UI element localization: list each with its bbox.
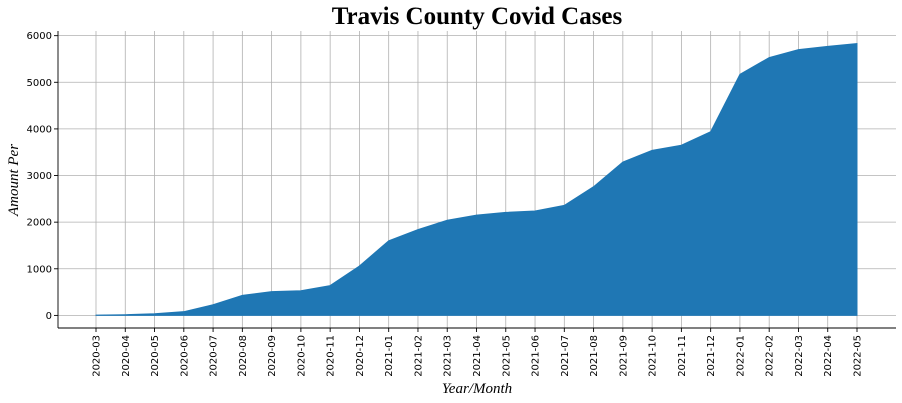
x-tick-label: 2021-12 xyxy=(706,335,717,377)
x-tick-label: 2022-01 xyxy=(735,335,746,377)
axes xyxy=(57,31,896,329)
y-tick-labels: 0 1000 2000 3000 4000 5000 6000 xyxy=(27,31,58,322)
x-tick-label: 2020-09 xyxy=(267,335,278,377)
x-tick-label: 2020-04 xyxy=(121,335,132,377)
y-tick-label: 1000 xyxy=(27,264,52,275)
x-tick-label: 2022-04 xyxy=(823,335,834,377)
y-tick-label: 0 xyxy=(46,311,52,322)
x-tick-label: 2021-11 xyxy=(677,335,688,377)
y-tick-label: 5000 xyxy=(27,78,52,89)
x-tick-label: 2020-07 xyxy=(209,335,220,377)
y-axis-label: Amount Per xyxy=(6,144,22,217)
x-tick-label: 2022-02 xyxy=(765,335,776,377)
x-tick-label: 2020-06 xyxy=(179,335,190,377)
x-tick-label: 2021-03 xyxy=(443,335,454,377)
x-tick-label: 2021-04 xyxy=(472,335,483,377)
x-tick-label: 2020-12 xyxy=(355,335,366,377)
x-tick-label: 2021-01 xyxy=(384,335,395,377)
x-tick-label: 2020-11 xyxy=(326,335,337,377)
x-tick-label: 2021-05 xyxy=(501,335,512,377)
chart-title: Travis County Covid Cases xyxy=(332,3,623,30)
x-tick-label: 2021-07 xyxy=(560,335,571,377)
y-tick-label: 2000 xyxy=(27,218,52,229)
x-tick-label: 2020-08 xyxy=(238,335,249,377)
x-tick-label: 2021-10 xyxy=(648,335,659,377)
x-tick-label: 2022-05 xyxy=(853,335,864,377)
x-tick-label: 2021-09 xyxy=(618,335,629,377)
x-tick-label: 2020-05 xyxy=(150,335,161,377)
x-axis-label: Year/Month xyxy=(442,381,512,397)
x-tick-label: 2020-03 xyxy=(92,335,103,377)
x-tick-label: 2020-10 xyxy=(296,335,307,377)
x-tick-label: 2021-08 xyxy=(589,335,600,377)
x-tick-label: 2022-03 xyxy=(794,335,805,377)
x-tick-label: 2021-06 xyxy=(531,335,542,377)
area-series xyxy=(95,43,858,316)
y-tick-label: 6000 xyxy=(27,31,52,42)
x-tick-label: 2021-02 xyxy=(413,335,424,377)
x-tick-labels: 2020-03 2020-04 2020-05 2020-06 2020-07 2020-… xyxy=(92,328,864,377)
y-tick-label: 4000 xyxy=(27,124,52,135)
y-tick-label: 3000 xyxy=(27,171,52,182)
